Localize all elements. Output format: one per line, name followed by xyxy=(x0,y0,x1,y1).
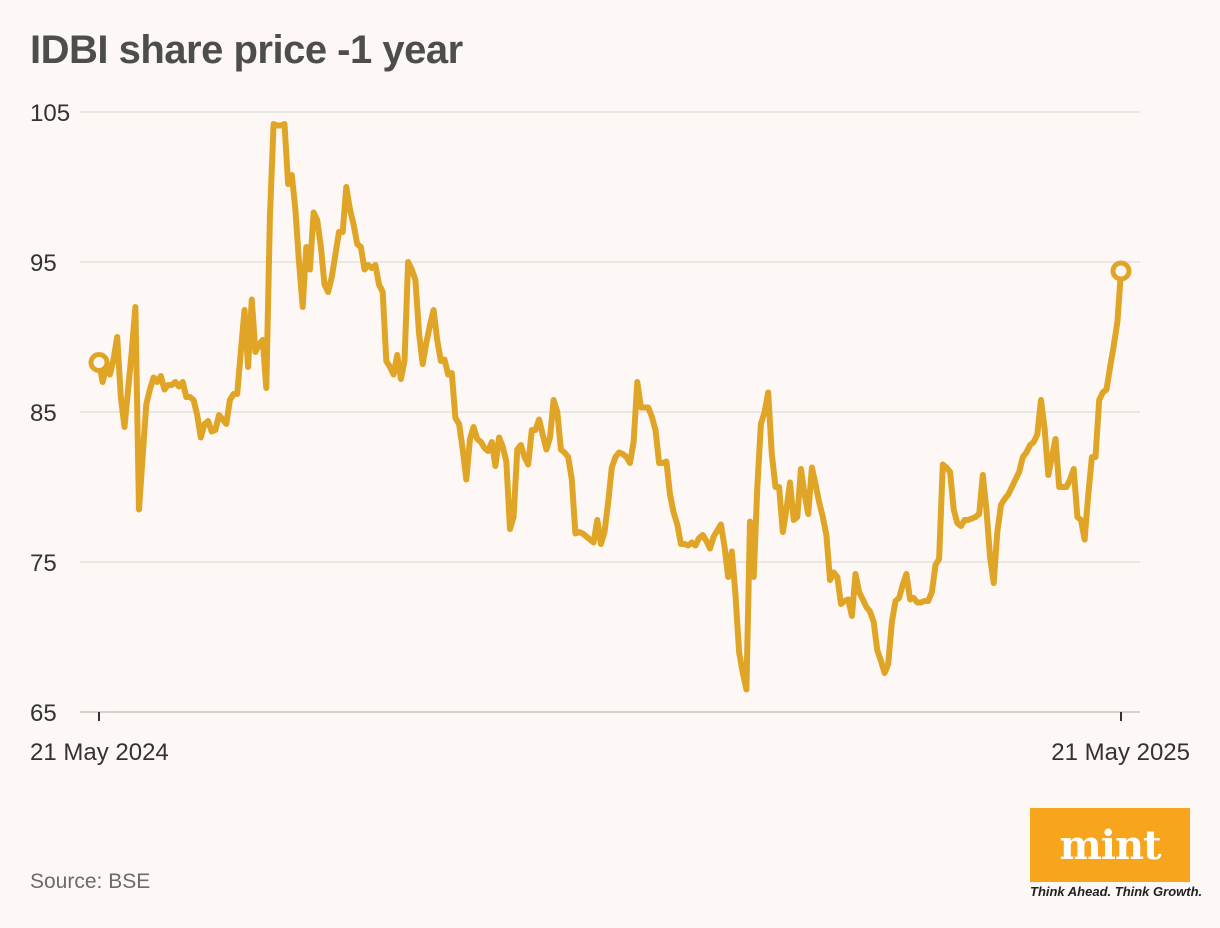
x-tick-label-start: 21 May 2024 xyxy=(30,739,169,766)
chart-title: IDBI share price -1 year xyxy=(30,28,463,72)
end-point-marker xyxy=(1110,260,1132,282)
x-axis: 21 May 2024 21 May 2025 xyxy=(30,711,1190,766)
price-line xyxy=(96,121,1124,693)
y-tick-label-105: 105 xyxy=(30,100,70,127)
y-tick-label-85: 85 xyxy=(30,400,57,427)
y-tick-label-95: 95 xyxy=(30,250,57,277)
y-tick-label-75: 75 xyxy=(30,550,57,577)
end-markers xyxy=(88,260,1132,373)
mint-logo: mint xyxy=(1030,808,1190,882)
source-note: Source: BSE xyxy=(30,870,151,893)
logo-tagline: Think Ahead. Think Growth. xyxy=(1030,884,1203,899)
price-series xyxy=(96,121,1124,693)
y-axis-tick-labels: 65 75 85 95 105 xyxy=(30,100,70,727)
start-point-marker xyxy=(88,352,110,373)
logo-wordmark: mint xyxy=(1059,821,1161,869)
grid-lines xyxy=(80,111,1140,713)
x-tick-label-end: 21 May 2025 xyxy=(1051,739,1190,766)
y-tick-label-65: 65 xyxy=(30,700,57,727)
